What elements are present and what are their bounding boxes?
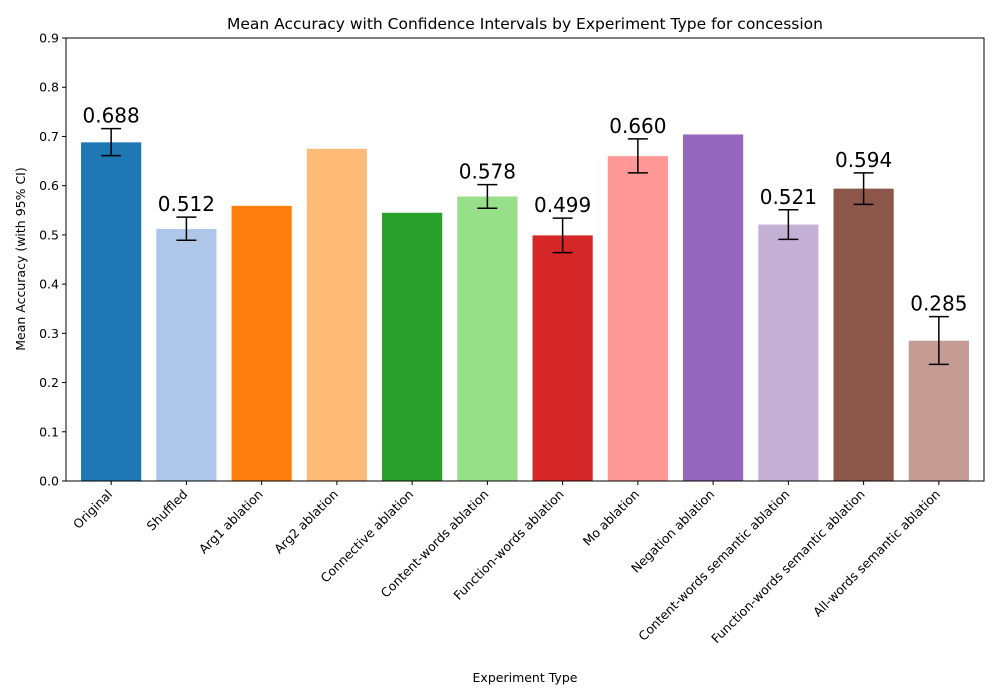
bar	[683, 134, 744, 481]
bar	[607, 156, 668, 481]
x-tick-label: Mo ablation	[580, 487, 642, 549]
error-bar	[101, 127, 122, 157]
x-tick-label: Function-words semantic ablation	[708, 487, 868, 647]
bar	[457, 196, 518, 482]
y-axis: 0.0 0.1 0.2 0.3 0.4 0.5 0.6 0.7 0.8 0.9	[39, 31, 66, 489]
y-tick-label: 0.1	[39, 424, 59, 439]
value-label: 0.499	[534, 193, 591, 217]
y-tick-label: 0.7	[39, 129, 59, 144]
value-label: 0.688	[83, 104, 140, 128]
y-tick-label: 0.0	[39, 474, 59, 489]
value-label: 0.660	[609, 114, 666, 138]
y-tick-label: 0.8	[39, 80, 59, 95]
bars	[81, 134, 969, 482]
y-tick-label: 0.5	[39, 227, 59, 242]
x-tick-label: All-words semantic ablation	[810, 487, 943, 620]
x-tick-label: Arg2 ablation	[271, 487, 341, 557]
chart-title: Mean Accuracy with Confidence Intervals …	[227, 15, 823, 33]
value-label: 0.521	[760, 185, 817, 209]
x-tick-label: Content-words semantic ablation	[635, 487, 792, 644]
x-axis-label: Experiment Type	[473, 670, 578, 685]
error-bar	[176, 216, 197, 242]
x-tick-label: Original	[70, 487, 115, 532]
value-label: 0.578	[459, 160, 516, 184]
bar	[833, 188, 894, 481]
x-tick-label: Negation ablation	[628, 487, 717, 576]
y-tick-label: 0.3	[39, 326, 59, 341]
error-bar	[552, 217, 573, 254]
bar	[532, 235, 593, 481]
bar	[81, 142, 142, 481]
plot-frame	[65, 37, 985, 482]
bar	[156, 228, 217, 481]
value-label: 0.512	[158, 192, 215, 216]
error-bar	[928, 315, 949, 366]
error-bars	[101, 127, 949, 366]
value-label: 0.285	[910, 292, 967, 316]
bar	[382, 212, 443, 481]
y-axis-label: Mean Accuracy (with 95% CI)	[13, 167, 28, 351]
error-bar	[778, 209, 799, 241]
bar	[231, 205, 292, 481]
x-tick-label: Arg1 ablation	[196, 487, 266, 557]
x-axis: Original Shuffled Arg1 ablation Arg2 ablati…	[70, 481, 943, 646]
y-tick-label: 0.2	[39, 375, 59, 390]
y-tick-label: 0.4	[39, 277, 59, 292]
value-label: 0.594	[835, 148, 892, 172]
y-tick-label: 0.9	[39, 31, 59, 46]
y-tick-label: 0.6	[39, 178, 59, 193]
error-bar	[477, 183, 498, 210]
x-tick-label: Shuffled	[143, 487, 190, 534]
bar	[758, 224, 819, 481]
error-bar	[627, 138, 648, 174]
bar	[306, 148, 367, 481]
error-bar	[853, 172, 874, 206]
value-labels: 0.688 0.512 0.578 0.499 0.660 0.521 0.594 0.285	[83, 104, 968, 316]
